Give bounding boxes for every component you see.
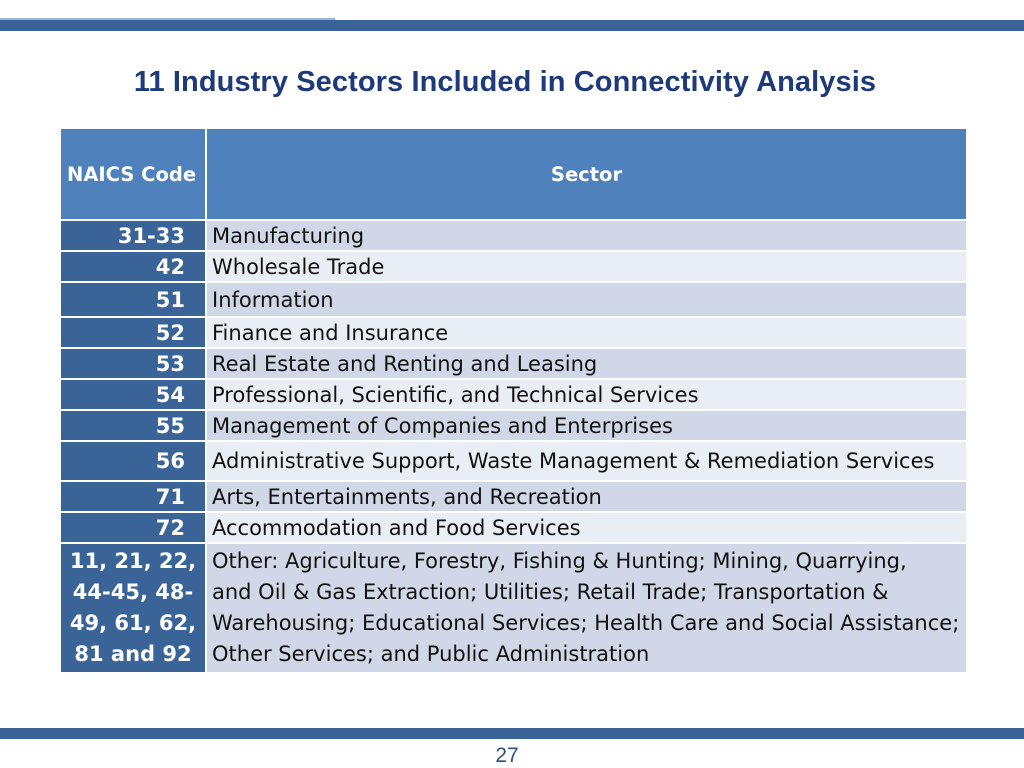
table-row: 54 Professional, Scientific, and Technic… <box>59 378 968 411</box>
naics-code-cell: 72 <box>59 511 207 544</box>
sector-cell: Accommodation and Food Services <box>205 511 968 544</box>
naics-code-cell-other: 11, 21, 22, 44-45, 48- 49, 61, 62, 81 an… <box>59 542 207 674</box>
sector-cell: Finance and Insurance <box>205 316 968 349</box>
bottom-banner-bar <box>0 728 1024 739</box>
top-banner-bar <box>0 20 1024 31</box>
table-row: 53 Real Estate and Renting and Leasing <box>59 347 968 380</box>
sector-header: Sector <box>205 127 968 221</box>
sector-line: and Oil & Gas Extraction; Utilities; Ret… <box>212 580 889 604</box>
page-number: 27 <box>495 744 519 767</box>
naics-code-cell: 52 <box>59 316 207 349</box>
sector-cell-other: Other: Agriculture, Forestry, Fishing & … <box>205 542 968 674</box>
top-accent-line <box>0 18 335 20</box>
sector-cell: Arts, Entertainments, and Recreation <box>205 480 968 513</box>
sector-line: Other: Agriculture, Forestry, Fishing & … <box>212 549 907 573</box>
table-header-row: NAICS Code Sector <box>59 127 968 221</box>
sector-cell: Management of Companies and Enterprises <box>205 409 968 442</box>
sector-cell: Professional, Scientific, and Technical … <box>205 378 968 411</box>
sector-line: Other Services; and Public Administratio… <box>212 642 650 666</box>
naics-code-cell: 56 <box>59 440 207 482</box>
slide-title: 11 Industry Sectors Included in Connecti… <box>133 66 877 98</box>
naics-code-cell: 54 <box>59 378 207 411</box>
sector-cell: Information <box>205 281 968 318</box>
naics-code-cell: 71 <box>59 480 207 513</box>
code-line: 49, 61, 62, <box>69 611 197 635</box>
table-row: 56 Administrative Support, Waste Managem… <box>59 440 968 482</box>
sector-cell: Real Estate and Renting and Leasing <box>205 347 968 380</box>
table-row: 55 Management of Companies and Enterpris… <box>59 409 968 442</box>
sector-line: Warehousing; Educational Services; Healt… <box>212 611 960 635</box>
table-row: 72 Accommodation and Food Services <box>59 511 968 544</box>
table-row: 52 Finance and Insurance <box>59 316 968 349</box>
naics-code-cell: 42 <box>59 250 207 283</box>
naics-code-cell: 31-33 <box>59 219 207 252</box>
sector-cell: Manufacturing <box>205 219 968 252</box>
naics-code-cell: 55 <box>59 409 207 442</box>
naics-code-cell: 51 <box>59 281 207 318</box>
sectors-table: NAICS Code Sector 31-33 Manufacturing 42… <box>59 127 968 674</box>
table-row: 42 Wholesale Trade <box>59 250 968 283</box>
table-row: 71 Arts, Entertainments, and Recreation <box>59 480 968 513</box>
table-row-other: 11, 21, 22, 44-45, 48- 49, 61, 62, 81 an… <box>59 542 968 674</box>
sector-cell: Wholesale Trade <box>205 250 968 283</box>
table-row: 31-33 Manufacturing <box>59 219 968 252</box>
code-line: 81 and 92 <box>74 642 192 666</box>
code-line: 11, 21, 22, <box>69 549 197 573</box>
naics-code-cell: 53 <box>59 347 207 380</box>
table-row: 51 Information <box>59 281 968 318</box>
code-line: 44-45, 48- <box>72 580 194 604</box>
naics-code-header: NAICS Code <box>59 127 207 221</box>
sector-cell: Administrative Support, Waste Management… <box>205 440 968 482</box>
